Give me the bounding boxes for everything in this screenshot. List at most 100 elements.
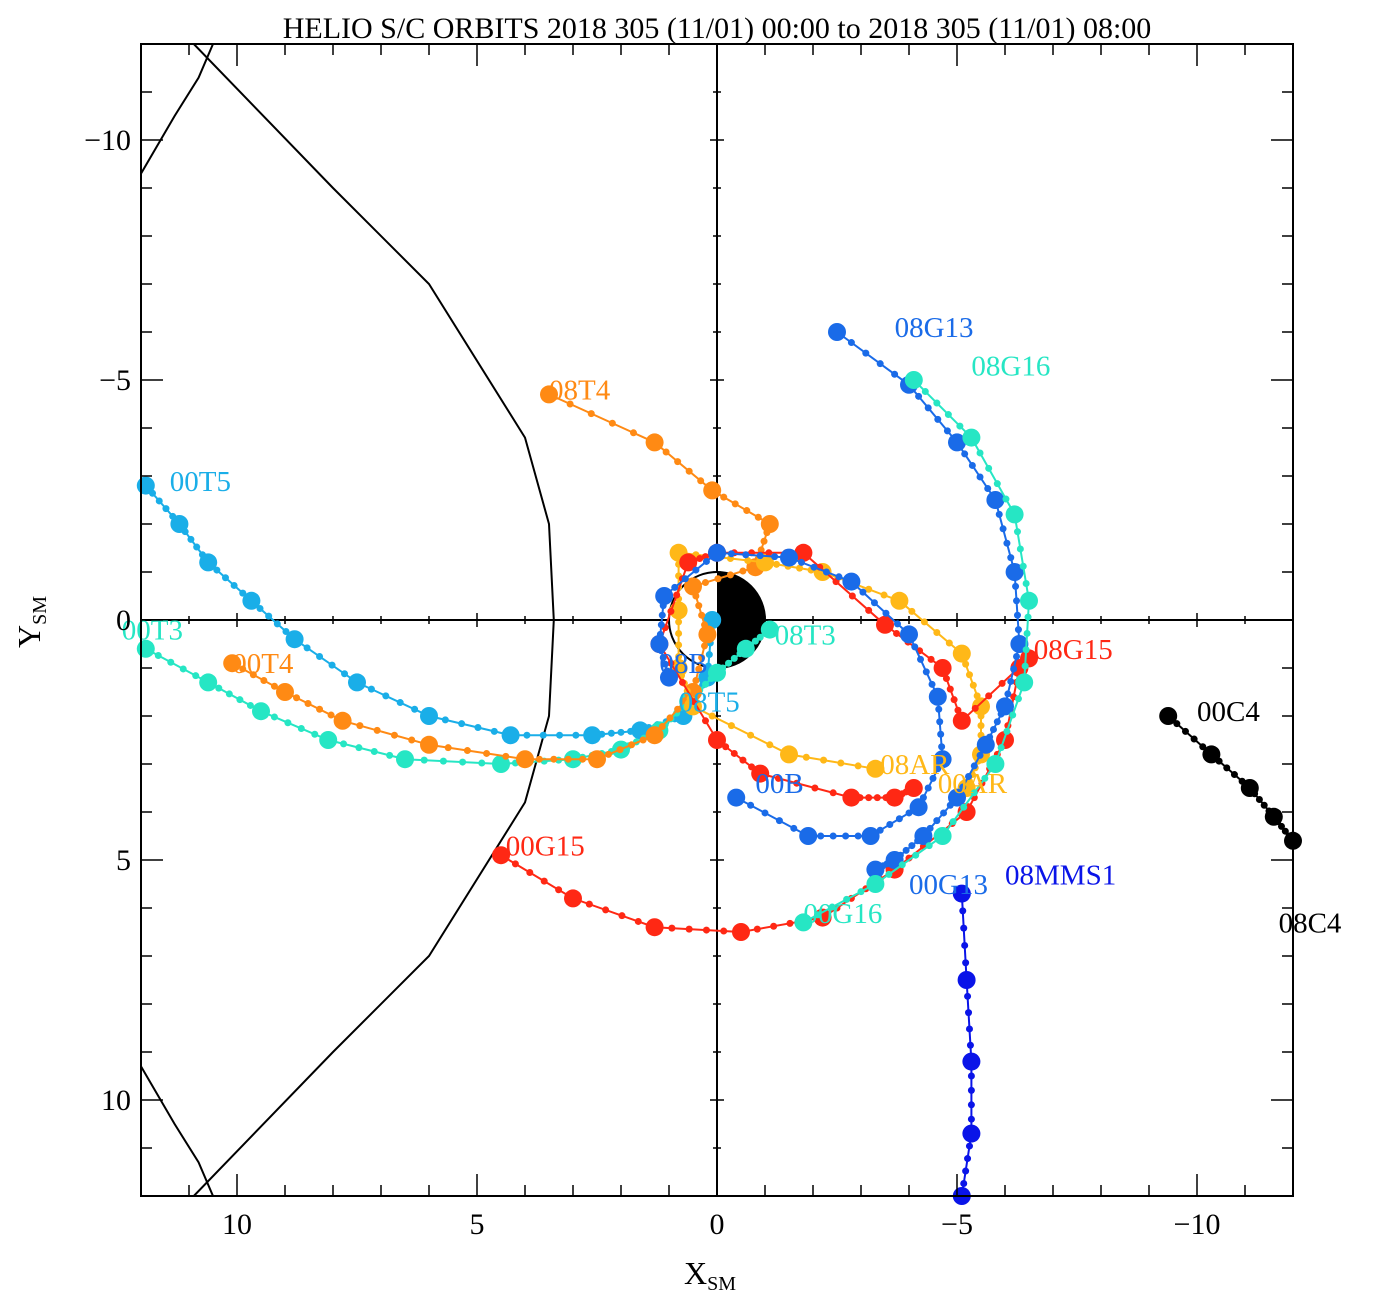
orbit-dot-G16 bbox=[993, 480, 1001, 488]
orbit-dot-T3 bbox=[420, 756, 428, 764]
orbit-marker-T4 bbox=[223, 654, 242, 673]
y-axis-label-sub: SM bbox=[29, 596, 51, 625]
orbit-marker-G16 bbox=[986, 755, 1005, 773]
orbit-dot-T5 bbox=[458, 720, 466, 728]
orbit-dot-T5 bbox=[282, 628, 290, 636]
label-end-B: 08B bbox=[659, 648, 707, 680]
orbit-dot-T5 bbox=[490, 727, 498, 735]
orbit-dot-G13 bbox=[965, 772, 973, 780]
orbit-dot-T4 bbox=[356, 722, 364, 730]
orbit-dot-B bbox=[658, 611, 666, 619]
orbit-marker-G13 bbox=[828, 323, 846, 341]
orbit-marker-G16 bbox=[933, 827, 952, 845]
orbit-dot-MMS1 bbox=[964, 1155, 972, 1163]
orbit-dot-B bbox=[928, 680, 936, 688]
orbit-dot-G13 bbox=[940, 809, 948, 817]
orbit-dot-B bbox=[936, 718, 944, 726]
label-end-T4: 08T4 bbox=[549, 375, 611, 407]
orbit-marker-T3 bbox=[708, 663, 726, 682]
x-axis-label-main: X bbox=[684, 1255, 707, 1291]
orbit-marker-G13 bbox=[986, 491, 1005, 509]
orbit-dot-G15 bbox=[985, 692, 993, 700]
orbit-dot-T5 bbox=[367, 685, 375, 693]
orbit-marker-T3 bbox=[199, 673, 218, 692]
orbit-dot-T5 bbox=[411, 705, 419, 713]
orbit-marker-MMS1 bbox=[957, 971, 976, 989]
orbit-dot-G16 bbox=[885, 870, 893, 878]
orbit-dot-T4 bbox=[731, 500, 739, 508]
label-end-C4: 08C4 bbox=[1279, 907, 1342, 939]
orbit-dot-MMS1 bbox=[960, 1180, 968, 1188]
orbit-dot-G13 bbox=[933, 817, 941, 825]
orbit-marker-T3 bbox=[252, 702, 270, 721]
orbit-dot-G15 bbox=[701, 717, 709, 725]
orbit-dot-G13 bbox=[984, 484, 992, 492]
orbit-dot-T3 bbox=[246, 701, 254, 709]
orbit-marker-G16 bbox=[904, 371, 923, 389]
orbit-marker-T3 bbox=[736, 639, 755, 658]
orbit-marker-G13 bbox=[976, 735, 995, 754]
orbit-dot-T4 bbox=[697, 477, 705, 485]
orbit-marker-T4 bbox=[420, 735, 438, 754]
orbit-dot-B bbox=[657, 621, 665, 629]
orbit-marker-G13 bbox=[866, 860, 885, 879]
orbit-dot-G15 bbox=[865, 606, 873, 614]
orbit-dot-T4 bbox=[685, 467, 693, 475]
orbit-dot-G16 bbox=[898, 861, 906, 869]
orbit-marker-B bbox=[799, 827, 818, 845]
orbit-dot-T5 bbox=[572, 731, 580, 739]
orbit-dot-B bbox=[842, 832, 850, 840]
orbit-dot-AR bbox=[933, 628, 941, 636]
orbit-marker-G15 bbox=[794, 543, 813, 562]
orbit-dot-G16 bbox=[949, 818, 957, 826]
orbit-dot-T3 bbox=[725, 659, 733, 667]
x-axis-label: XSM bbox=[684, 1255, 736, 1295]
orbit-dot-T5 bbox=[256, 604, 264, 612]
orbit-dot-G15 bbox=[696, 555, 704, 563]
orbit-dot-B bbox=[854, 832, 862, 840]
orbit-dot-G16 bbox=[1016, 545, 1024, 553]
y-tick-label: 10 bbox=[101, 1084, 131, 1117]
orbit-dot-B bbox=[761, 809, 769, 817]
orbit-dot-T4 bbox=[260, 676, 268, 684]
orbit-dot-G13 bbox=[1007, 677, 1015, 685]
orbit-dot-G15 bbox=[555, 886, 563, 894]
orbit-dot-G16 bbox=[912, 851, 920, 859]
orbit-dot-T4 bbox=[390, 731, 398, 739]
orbit-dot-T4 bbox=[550, 755, 558, 763]
orbit-marker-AR bbox=[684, 697, 702, 716]
orbit-dot-T5 bbox=[265, 612, 273, 620]
orbit-dot-T3 bbox=[154, 652, 162, 660]
orbit-marker-C4 bbox=[1240, 779, 1259, 797]
orbit-dot-B bbox=[882, 609, 890, 617]
orbit-dot-B bbox=[937, 730, 945, 738]
orbit-dot-G13 bbox=[876, 360, 884, 368]
orbit-dot-T4 bbox=[293, 694, 301, 702]
orbit-dot-T4 bbox=[720, 493, 728, 501]
orbit-dot-T5 bbox=[539, 731, 547, 739]
orbit-marker-B bbox=[842, 572, 861, 591]
orbit-dot-B bbox=[935, 705, 943, 713]
orbit-dot-G16 bbox=[1019, 562, 1027, 570]
orbit-dot-T4 bbox=[674, 705, 682, 713]
orbit-dot-G13 bbox=[993, 718, 1001, 726]
orbit-dot-MMS1 bbox=[965, 1009, 973, 1017]
orbit-marker-T3 bbox=[760, 620, 779, 639]
orbit-marker-T4 bbox=[684, 577, 702, 596]
orbit-marker-T4 bbox=[588, 750, 606, 769]
orbit-dot-T4 bbox=[444, 744, 452, 752]
orbit-dot-G16 bbox=[1024, 613, 1032, 621]
orbit-marker-T5 bbox=[420, 707, 438, 725]
orbit-marker-B bbox=[900, 625, 918, 644]
orbit-dot-AR bbox=[854, 762, 862, 770]
orbit-marker-B bbox=[650, 635, 669, 653]
orbit-marker-T4 bbox=[276, 683, 294, 701]
orbit-dot-T5 bbox=[239, 589, 247, 597]
orbit-marker-G15 bbox=[751, 764, 770, 783]
orbit-dot-G13 bbox=[943, 427, 951, 435]
x-tick-label: −5 bbox=[941, 1208, 973, 1241]
orbit-dot-AR bbox=[744, 556, 752, 564]
orbit-marker-G15 bbox=[933, 659, 952, 677]
orbit-marker-AR bbox=[780, 745, 798, 764]
orbit-marker-G16 bbox=[962, 428, 981, 447]
